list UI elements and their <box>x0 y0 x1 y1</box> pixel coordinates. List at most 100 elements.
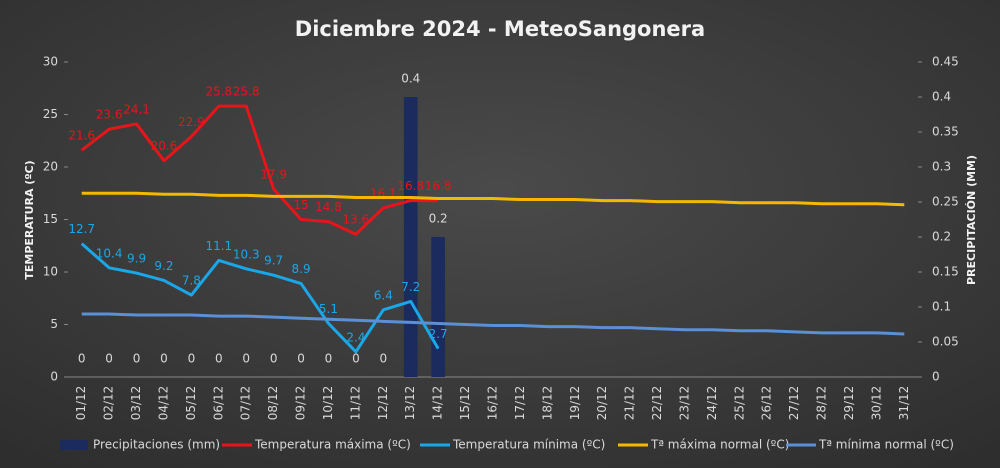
bar-label: 0 <box>160 352 168 366</box>
bar-label: 0 <box>133 352 141 366</box>
data-label: 8.9 <box>292 262 311 276</box>
data-label: 14.8 <box>315 200 342 214</box>
y2-tick-label: 0.45 <box>932 55 959 69</box>
data-label: 16.8 <box>425 179 452 193</box>
bar <box>431 237 446 377</box>
x-tick-label: 18/12 <box>540 386 554 421</box>
legend-swatch <box>60 440 88 450</box>
data-label: 2.4 <box>346 330 365 344</box>
data-label: 25.8 <box>205 85 232 99</box>
y2-axis-title: PRECIPITACIÓN (MM) <box>965 155 978 285</box>
y2-tick-label: 0.1 <box>932 300 951 314</box>
x-tick-label: 16/12 <box>486 386 500 421</box>
bar <box>403 97 418 377</box>
data-label: 21.6 <box>68 129 95 143</box>
legend-label: Precipitaciones (mm) <box>93 438 220 452</box>
data-label: 16.8 <box>397 179 424 193</box>
data-label: 22.9 <box>178 115 205 129</box>
x-tick-label: 30/12 <box>869 386 883 421</box>
data-label: 12.7 <box>68 222 95 236</box>
data-label: 13.6 <box>343 213 370 227</box>
line <box>81 191 905 207</box>
y2-tick-label: 0.4 <box>932 90 951 104</box>
bar-label: 0 <box>270 352 278 366</box>
data-label: 9.9 <box>127 252 146 266</box>
x-tick-label: 02/12 <box>102 386 116 421</box>
bar-label: 0.2 <box>429 212 448 226</box>
bar-label: 0 <box>380 352 388 366</box>
x-tick-label: 07/12 <box>239 386 253 421</box>
data-label: 9.2 <box>154 259 173 273</box>
data-label: 17.9 <box>260 168 287 182</box>
y2-tick-label: 0.35 <box>932 125 959 139</box>
line <box>80 242 440 354</box>
x-tick-label: 08/12 <box>266 386 280 421</box>
x-tick-label: 06/12 <box>211 386 225 421</box>
legend-label: Temperatura máxima (ºC) <box>254 438 411 452</box>
x-tick-label: 23/12 <box>677 386 691 421</box>
data-label: 25.8 <box>233 85 260 99</box>
y2-tick-label: 0.05 <box>932 335 959 349</box>
x-tick-label: 27/12 <box>787 386 801 421</box>
bar-label: 0 <box>105 352 113 366</box>
y2-tick-label: 0.3 <box>932 160 951 174</box>
data-label: 2.7 <box>429 327 448 341</box>
data-label: 15 <box>293 198 308 212</box>
data-label: 23.6 <box>96 108 123 122</box>
bar-label: 0.4 <box>401 72 420 86</box>
data-label: 11.1 <box>205 239 232 253</box>
x-tick-label: 12/12 <box>376 386 390 421</box>
legend-label: Tª mínima normal (ºC) <box>818 438 954 452</box>
x-tick-label: 28/12 <box>815 386 829 421</box>
x-tick-label: 26/12 <box>760 386 774 421</box>
y-tick-label: 5 <box>50 317 58 331</box>
x-tick-label: 11/12 <box>348 386 362 421</box>
data-label: 9.7 <box>264 254 283 268</box>
x-tick-label: 25/12 <box>732 386 746 421</box>
x-tick-label: 09/12 <box>294 386 308 421</box>
data-label: 20.6 <box>151 139 178 153</box>
x-tick-label: 10/12 <box>321 386 335 421</box>
y-tick-label: 10 <box>43 265 58 279</box>
chart-title: Diciembre 2024 - MeteoSangonera <box>295 17 705 41</box>
data-label: 6.4 <box>374 288 393 302</box>
bar-label: 0 <box>78 352 86 366</box>
bar-label: 0 <box>215 352 223 366</box>
data-label: 24.1 <box>123 102 150 116</box>
x-tick-label: 24/12 <box>705 386 719 421</box>
x-tick-label: 05/12 <box>184 386 198 421</box>
x-tick-label: 04/12 <box>156 386 170 421</box>
x-tick-label: 22/12 <box>650 386 664 421</box>
y2-tick-label: 0.15 <box>932 265 959 279</box>
legend-label: Tª máxima normal (ºC) <box>650 438 789 452</box>
line <box>81 312 905 336</box>
data-label: 7.8 <box>182 274 201 288</box>
x-tick-label: 21/12 <box>623 386 637 421</box>
x-tick-label: 19/12 <box>568 386 582 421</box>
line <box>80 104 439 236</box>
legend-label: Temperatura mínima (ºC) <box>452 438 605 452</box>
y-tick-label: 0 <box>50 370 58 384</box>
data-label: 10.4 <box>96 246 123 260</box>
data-label: 10.3 <box>233 247 260 261</box>
y2-tick-label: 0 <box>932 370 940 384</box>
bar-label: 0 <box>242 352 250 366</box>
bar-label: 0 <box>297 352 305 366</box>
x-tick-label: 31/12 <box>897 386 911 421</box>
y-axis-title: TEMPERATURA (ºC) <box>23 160 36 279</box>
x-tick-label: 15/12 <box>458 386 472 421</box>
bar-label: 0 <box>352 352 360 366</box>
x-tick-label: 29/12 <box>842 386 856 421</box>
y-tick-label: 25 <box>43 107 58 121</box>
data-label: 5.1 <box>319 302 338 316</box>
data-label: 7.2 <box>401 280 420 294</box>
x-tick-label: 13/12 <box>403 386 417 421</box>
x-tick-label: 14/12 <box>431 386 445 421</box>
x-tick-label: 20/12 <box>595 386 609 421</box>
y-tick-label: 30 <box>43 55 58 69</box>
x-tick-label: 17/12 <box>513 386 527 421</box>
y-tick-label: 15 <box>43 212 58 226</box>
y2-tick-label: 0.25 <box>932 195 959 209</box>
x-tick-label: 03/12 <box>129 386 143 421</box>
